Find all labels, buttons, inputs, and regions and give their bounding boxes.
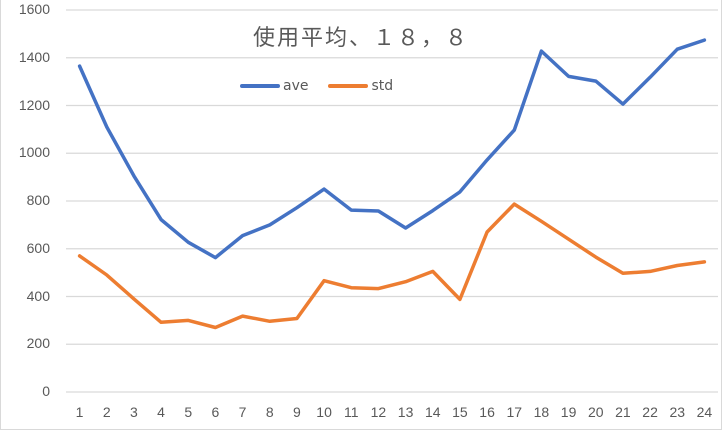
x-tick-label: 1 [75, 404, 84, 420]
legend-label-std: std [371, 78, 394, 94]
x-tick-label: 12 [370, 404, 387, 420]
chart-title: 使用平均、１８，８ [252, 26, 469, 51]
y-tick-label: 400 [26, 287, 50, 304]
x-tick-label: 4 [157, 404, 165, 420]
x-tick-label: 5 [184, 404, 193, 420]
x-tick-label: 19 [560, 404, 577, 420]
y-tick-label: 800 [26, 192, 50, 208]
x-tick-label: 9 [293, 404, 301, 420]
legend-swatch-std [328, 84, 369, 88]
x-tick-label: 10 [316, 404, 332, 420]
legend-swatch-ave [240, 84, 280, 88]
series-line-std [77, 202, 707, 330]
x-tick-label: 22 [642, 404, 658, 420]
legend-item-ave: ave [240, 78, 308, 94]
x-tick-label: 21 [615, 404, 631, 420]
y-tick-label: 1600 [18, 1, 50, 17]
x-tick-label: 23 [669, 404, 686, 420]
x-tick-label: 7 [238, 404, 247, 420]
chart-legend: ave std [240, 78, 413, 94]
y-tick-label: 1400 [18, 48, 50, 65]
series-line-ave [77, 38, 707, 260]
y-tick-label: 1000 [18, 144, 50, 161]
x-tick-label: 16 [479, 404, 495, 420]
x-tick-label: 13 [397, 404, 414, 420]
legend-item-std: std [328, 78, 393, 94]
x-tick-label: 11 [343, 404, 359, 420]
x-tick-label: 3 [130, 404, 138, 420]
x-tick-label: 17 [506, 404, 523, 420]
x-tick-label: 14 [424, 404, 441, 420]
x-tick-label: 20 [587, 404, 604, 420]
y-tick-label: 1200 [18, 96, 50, 113]
y-tick-label: 200 [26, 335, 50, 352]
x-tick-label: 8 [265, 404, 274, 420]
y-tick-label: 0 [42, 383, 50, 399]
x-tick-label: 24 [696, 404, 713, 420]
y-tick-label: 600 [26, 239, 50, 256]
x-tick-label: 18 [533, 404, 550, 420]
legend-label-ave: ave [283, 78, 309, 94]
x-tick-label: 2 [102, 404, 111, 420]
x-tick-label: 6 [211, 404, 220, 420]
x-tick-label: 15 [452, 404, 468, 420]
